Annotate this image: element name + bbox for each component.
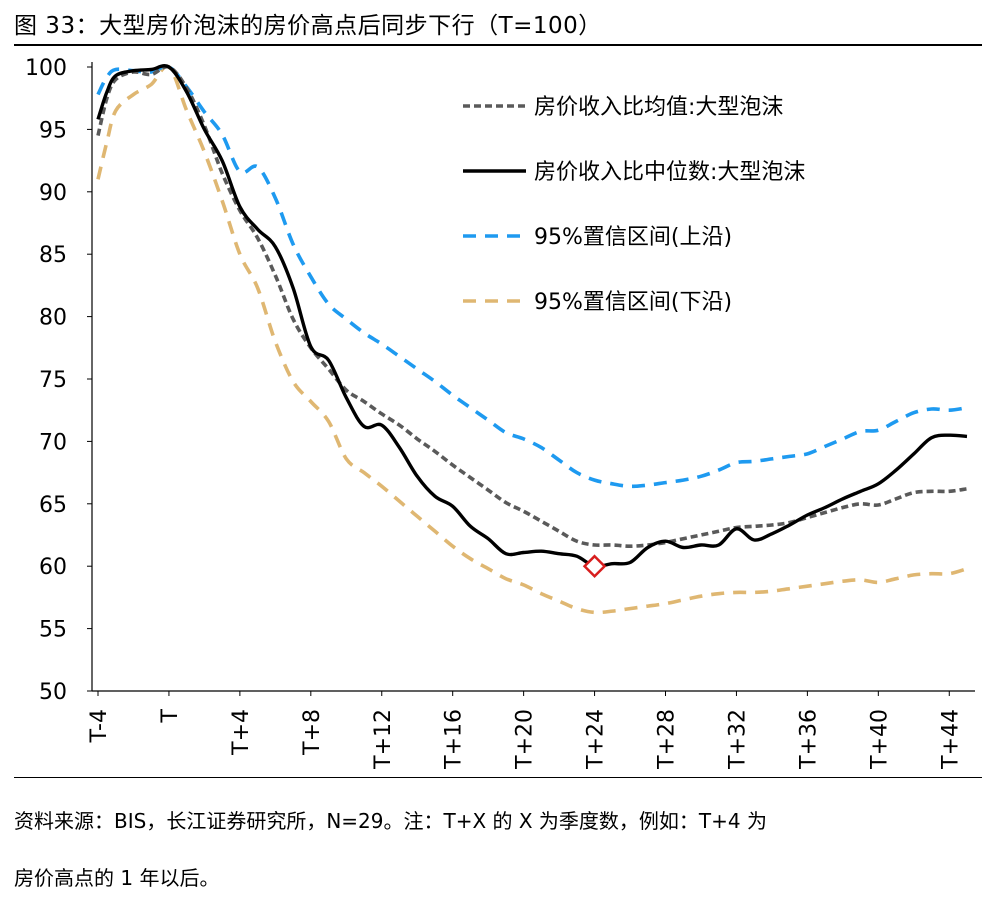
x-tick-label: T+24 xyxy=(584,709,609,770)
y-tick-label: 70 xyxy=(39,430,67,455)
x-tick-label: T+44 xyxy=(938,709,963,770)
series-line-lower xyxy=(96,64,968,615)
x-tick-label: T+28 xyxy=(655,709,680,770)
series-layer xyxy=(96,64,968,615)
y-tick-label: 55 xyxy=(39,618,67,643)
x-tick-label: T+32 xyxy=(725,709,750,770)
x-tick-label: T-4 xyxy=(87,709,112,743)
legend-item-lower: 95%置信区间(下沿) xyxy=(463,290,732,315)
legend-item-mean: 房价收入比均值:大型泡沫 xyxy=(463,95,783,120)
legend-label: 95%置信区间(下沿) xyxy=(534,290,732,315)
x-tick-label: T+20 xyxy=(513,709,538,770)
x-tick-label: T xyxy=(158,708,183,723)
axes: 50 55 60 65 70 75 80 85 90 95 100 T-4 T T+4 T+8 T+12 T+1… xyxy=(25,56,975,770)
y-tick-label: 60 xyxy=(39,555,67,580)
series-line-median xyxy=(96,64,968,569)
figure-title: 图 33：大型房价泡沫的房价高点后同步下行（T=100） xyxy=(14,13,602,39)
legend-label: 房价收入比均值:大型泡沫 xyxy=(534,95,783,120)
y-tick-label: 50 xyxy=(39,680,67,705)
x-tick-label: T+40 xyxy=(867,709,892,770)
legend-label: 95%置信区间(上沿) xyxy=(534,225,732,250)
x-tick-label: T+36 xyxy=(796,709,821,770)
legend-label: 房价收入比中位数:大型泡沫 xyxy=(534,160,805,185)
x-tick-label: T+8 xyxy=(300,709,325,756)
y-tick-label: 95 xyxy=(39,118,67,143)
y-tick-label: 80 xyxy=(39,306,67,331)
x-tick-label: T+12 xyxy=(371,709,396,770)
y-tick-label: 85 xyxy=(39,243,67,268)
trough-diamond-marker xyxy=(582,554,607,578)
legend-item-median: 房价收入比中位数:大型泡沫 xyxy=(463,160,805,185)
source-note-line-2: 房价高点的 1 年以后。 xyxy=(14,866,220,890)
x-tick-label: T+16 xyxy=(442,709,467,770)
source-note-line-1: 资料来源：BIS，长江证券研究所，N=29。注：T+X 的 X 为季度数，例如：… xyxy=(14,809,767,833)
y-tick-label: 90 xyxy=(39,181,67,206)
y-tick-label: 100 xyxy=(25,56,67,81)
x-tick-label: T+4 xyxy=(229,709,254,756)
y-tick-label: 75 xyxy=(39,368,67,393)
title-divider xyxy=(14,44,982,46)
series-line-mean xyxy=(96,64,968,548)
y-tick-label: 65 xyxy=(39,493,67,518)
annotation-layer xyxy=(582,554,607,578)
legend-item-upper: 95%置信区间(上沿) xyxy=(463,225,732,250)
series-line-upper xyxy=(96,64,968,489)
footer-divider xyxy=(14,777,982,778)
